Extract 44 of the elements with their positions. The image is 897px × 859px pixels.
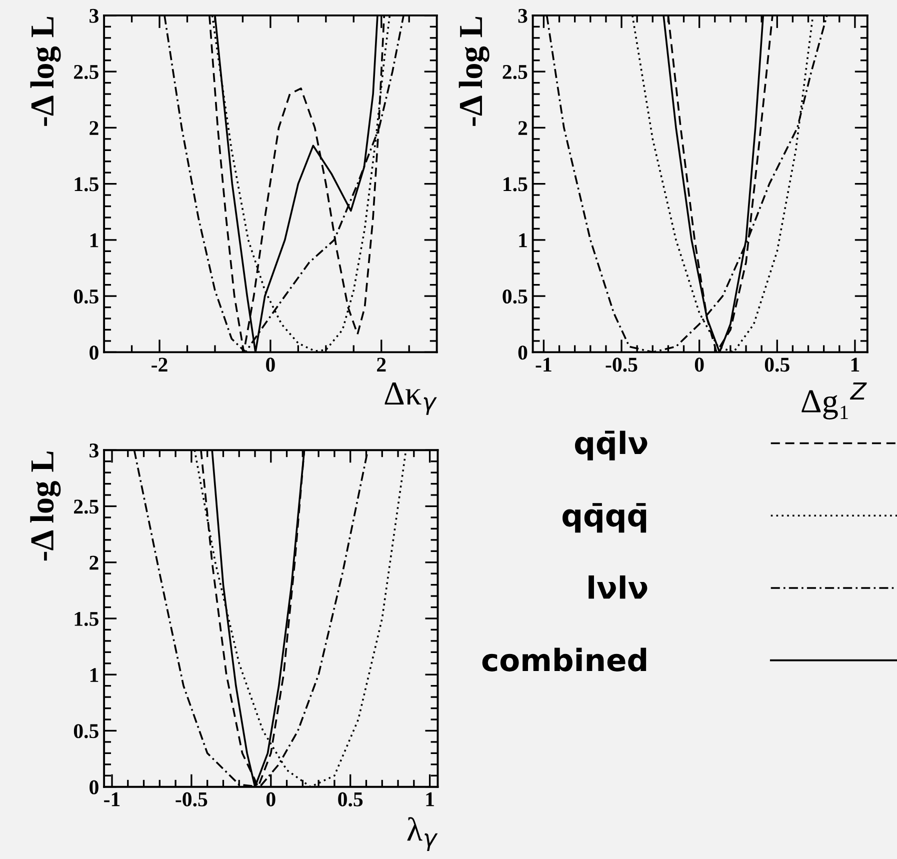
y-tick-label: 0 xyxy=(90,780,98,794)
y-tick-label: 2.5 xyxy=(502,65,528,80)
x-tick-label: 2 xyxy=(377,358,386,372)
y-axis-title: -Δ log L xyxy=(30,452,61,561)
text: lνlν xyxy=(588,575,648,599)
x-axis-title: Δκ$_{γ}$ xyxy=(384,382,437,415)
x-tick-label: -0.5 xyxy=(606,358,638,372)
y-tick-label: 0 xyxy=(90,346,98,360)
x-tick-label: -1 xyxy=(104,792,120,806)
legend-label: combined xyxy=(482,648,646,672)
x-tick-label: -1 xyxy=(536,358,552,372)
y-tick-label: 0 xyxy=(518,346,528,360)
y-tick-label: 3 xyxy=(518,8,528,23)
y-tick-label: 1 xyxy=(90,233,98,248)
y-tick-label: 1.5 xyxy=(74,612,98,626)
y-tick-label: 2.5 xyxy=(74,65,98,80)
y-tick-label: 2.5 xyxy=(74,500,98,514)
text: qq̄lν xyxy=(574,430,648,460)
y-axis-title: -Δ log L xyxy=(458,16,490,126)
y-tick-label: 1 xyxy=(519,233,527,248)
y-tick-label: 0.5 xyxy=(74,289,98,304)
y-tick-label: 0.5 xyxy=(74,724,98,738)
y-tick-label: 0.5 xyxy=(502,289,528,304)
y-tick-label: 1 xyxy=(90,668,98,682)
y-tick-label: 3 xyxy=(90,444,98,458)
x-tick-label: 0.5 xyxy=(764,358,790,372)
y-tick-label: 1.5 xyxy=(74,177,98,192)
y-tick-label: 1.5 xyxy=(504,177,528,192)
y-tick-label: 3 xyxy=(90,8,98,23)
x-tick-label: 0.5 xyxy=(338,792,363,806)
y-tick-label: 2 xyxy=(90,556,98,570)
x-tick-label: 1 xyxy=(426,792,434,806)
x-tick-label: -2 xyxy=(152,358,168,372)
x-axis-title: λ$_{γ}$ xyxy=(407,817,438,851)
y-tick-label: 2 xyxy=(90,121,98,135)
y-tick-label: 2 xyxy=(518,121,528,135)
x-axis-title: Δg₁$^{Z}$ xyxy=(802,382,867,420)
x-tick-label: 0 xyxy=(266,792,276,806)
x-tick-label: 1 xyxy=(851,358,860,372)
x-tick-label: 0 xyxy=(694,358,704,372)
y-axis-title: -Δ log L xyxy=(30,16,61,126)
x-tick-label: 0 xyxy=(266,358,275,372)
x-tick-label: -0.5 xyxy=(176,792,208,806)
text: qq̄qq̄ xyxy=(562,503,646,533)
